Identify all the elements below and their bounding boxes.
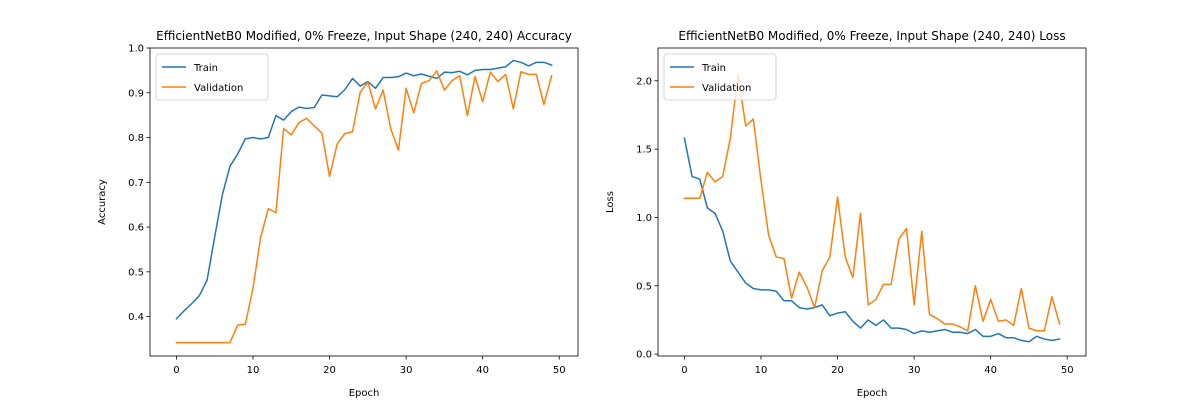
y-tick-label: 2.0 bbox=[636, 76, 652, 87]
y-tick-label: 1.0 bbox=[128, 44, 144, 55]
y-tick-label: 0.8 bbox=[128, 133, 144, 144]
legend-label-validation: Validation bbox=[194, 83, 243, 94]
x-axis-label: Epoch bbox=[857, 388, 888, 399]
series-line-validation bbox=[683, 73, 1061, 332]
x-tick-label: 20 bbox=[323, 365, 336, 376]
y-tick-label: 1.0 bbox=[636, 213, 652, 224]
x-tick-label: 50 bbox=[553, 365, 566, 376]
x-tick-label: 30 bbox=[908, 365, 921, 376]
legend-box bbox=[155, 53, 269, 101]
y-tick-label: 0.5 bbox=[636, 281, 652, 292]
y-tick-label: 0.6 bbox=[128, 223, 144, 234]
y-tick-label: 0.5 bbox=[128, 267, 144, 278]
x-tick-label: 0 bbox=[681, 365, 687, 376]
legend-label-train: Train bbox=[193, 63, 218, 74]
y-tick-label: 0.7 bbox=[128, 178, 144, 189]
x-tick-label: 50 bbox=[1061, 365, 1074, 376]
x-tick-label: 0 bbox=[173, 365, 179, 376]
chart-title: EfficientNetB0 Modified, 0% Freeze, Inpu… bbox=[156, 29, 572, 43]
legend: Train Validation bbox=[155, 53, 269, 101]
series-line-train bbox=[175, 59, 553, 320]
x-tick-label: 30 bbox=[400, 365, 413, 376]
x-tick-label: 40 bbox=[984, 365, 997, 376]
axes-frame bbox=[657, 47, 1087, 357]
series-line-train bbox=[683, 137, 1061, 343]
legend-label-validation: Validation bbox=[702, 83, 751, 94]
axes-frame bbox=[149, 47, 579, 357]
y-tick-label: 0.0 bbox=[636, 350, 652, 361]
chart-title: EfficientNetB0 Modified, 0% Freeze, Inpu… bbox=[678, 29, 1065, 43]
y-tick-label: 0.9 bbox=[128, 88, 144, 99]
x-axis-label: Epoch bbox=[349, 388, 380, 399]
plots: 0 10 20 30 40 50 0.4 0.5 0.6 0.7 0.8 0.9 1.0 Epoch Acc… bbox=[97, 29, 1087, 399]
legend-box bbox=[663, 53, 777, 101]
chart-1: 0 10 20 30 40 50 0.0 0.5 1.0 1.5 2.0 Epoch Loss Effic… bbox=[605, 29, 1087, 399]
x-tick-label: 10 bbox=[247, 365, 260, 376]
legend: Train Validation bbox=[663, 53, 777, 101]
y-tick-label: 0.4 bbox=[128, 312, 144, 323]
legend-label-train: Train bbox=[701, 63, 726, 74]
series-line-validation bbox=[175, 70, 553, 344]
x-tick-label: 10 bbox=[755, 365, 768, 376]
y-tick-label: 1.5 bbox=[636, 145, 652, 156]
y-axis-label: Loss bbox=[605, 191, 616, 213]
x-tick-label: 20 bbox=[831, 365, 844, 376]
y-axis-label: Accuracy bbox=[97, 179, 108, 225]
x-tick-label: 40 bbox=[476, 365, 489, 376]
chart-0: 0 10 20 30 40 50 0.4 0.5 0.6 0.7 0.8 0.9 1.0 Epoch Acc… bbox=[97, 29, 579, 399]
